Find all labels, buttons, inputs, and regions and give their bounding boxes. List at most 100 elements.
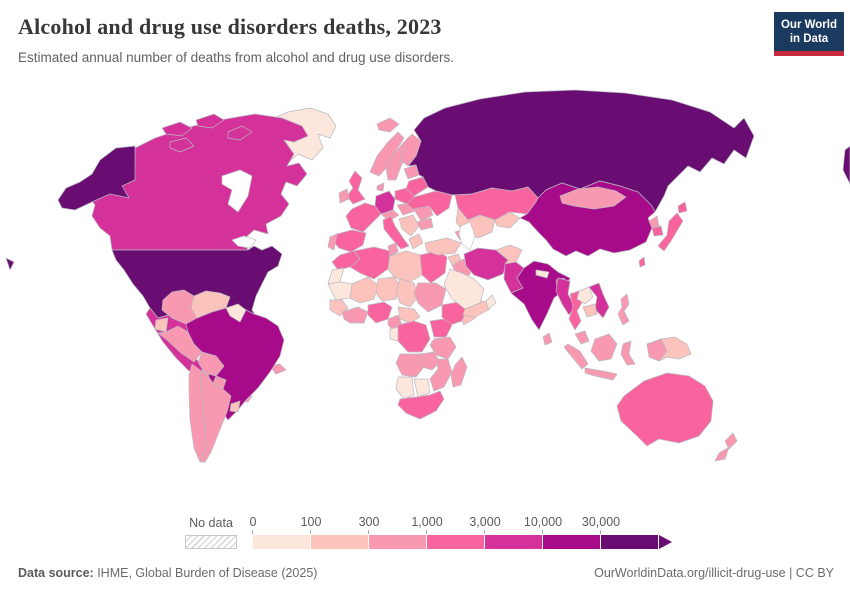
legend-no-data-swatch[interactable]: No data — [185, 516, 237, 549]
country-russia-wrap[interactable] — [842, 145, 850, 185]
country-iran[interactable] — [463, 247, 509, 281]
country-norway[interactable] — [369, 131, 405, 177]
country-south-africa[interactable] — [397, 390, 445, 420]
country-canada-arctic-island[interactable] — [169, 137, 195, 153]
country-egypt[interactable] — [419, 250, 448, 284]
country-greece[interactable] — [408, 233, 424, 250]
country-usa-alaska[interactable] — [57, 145, 136, 211]
great-lakes — [231, 235, 257, 249]
country-finland[interactable] — [399, 133, 422, 167]
country-mali[interactable] — [349, 276, 379, 304]
legend-segment[interactable]: 3,000 — [469, 515, 543, 549]
country-turkey[interactable] — [424, 237, 462, 256]
country-niger[interactable] — [375, 276, 401, 302]
country-hispaniola[interactable] — [269, 363, 287, 375]
country-canada-arctic-island[interactable] — [161, 121, 193, 137]
country-tunisia[interactable] — [387, 242, 399, 257]
legend-tick-label: 0 — [249, 515, 257, 529]
country-canada-arctic-island[interactable] — [227, 125, 253, 141]
country-new-zealand-north[interactable] — [724, 432, 738, 450]
legend-segment[interactable]: 0 — [250, 515, 311, 549]
legend-segment[interactable]: 10,000 — [524, 515, 601, 549]
country-portugal[interactable] — [327, 233, 338, 251]
country-chad[interactable] — [395, 278, 419, 308]
legend-tick-label: 3,000 — [469, 515, 501, 529]
country-mauritania[interactable] — [327, 281, 353, 301]
legend-tick-label: 30,000 — [581, 515, 621, 529]
country-sudan[interactable] — [413, 282, 447, 313]
legend-segment[interactable]: 300 — [359, 515, 427, 549]
country-malaysia[interactable] — [574, 330, 590, 345]
country-balkans[interactable] — [398, 214, 420, 237]
country-ivory-coast-ghana[interactable] — [341, 306, 369, 324]
country-libya[interactable] — [387, 250, 423, 284]
country-indonesia-java[interactable] — [584, 367, 618, 381]
chart-header: Alcohol and drug use disorders deaths, 2… — [18, 14, 755, 65]
country-bulgaria[interactable] — [416, 217, 434, 231]
country-baltics[interactable] — [403, 164, 420, 180]
legend-tick-label: 100 — [300, 515, 322, 529]
legend-tick-label: 1,000 — [411, 515, 443, 529]
country-dr-congo[interactable] — [397, 320, 431, 353]
country-peru[interactable] — [157, 325, 203, 363]
country-algeria[interactable] — [349, 246, 391, 280]
country-namibia[interactable] — [395, 376, 415, 400]
country-denmark[interactable] — [376, 182, 385, 192]
country-india[interactable] — [510, 260, 571, 331]
country-brazil[interactable] — [185, 307, 285, 421]
country-japan-hokkaido[interactable] — [677, 201, 688, 214]
country-italy[interactable] — [382, 215, 410, 250]
country-france[interactable] — [345, 202, 382, 233]
legend-no-data-label: No data — [189, 516, 233, 530]
legend-segment[interactable]: 30,000 — [582, 515, 659, 549]
country-uk[interactable] — [346, 170, 366, 205]
country-uruguay[interactable] — [229, 400, 241, 413]
chart-footer: Data source: IHME, Global Burden of Dise… — [18, 566, 834, 580]
country-usa-hawaii[interactable] — [5, 257, 15, 271]
country-canada-arctic-island[interactable] — [195, 113, 225, 129]
country-australia[interactable] — [616, 372, 714, 447]
country-kenya-uganda[interactable] — [429, 318, 453, 338]
country-north-korea[interactable] — [648, 215, 660, 229]
country-belarus[interactable] — [405, 176, 429, 197]
data-source-text: IHME, Global Burden of Disease (2025) — [93, 566, 318, 580]
country-philippines[interactable] — [617, 293, 630, 326]
country-angola[interactable] — [395, 353, 425, 378]
owid-logo[interactable]: Our World in Data — [774, 12, 844, 56]
country-mongolia[interactable] — [559, 186, 627, 210]
legend-segment[interactable]: 100 — [301, 515, 369, 549]
country-japan[interactable] — [657, 212, 684, 252]
country-yemen[interactable] — [462, 300, 491, 318]
country-new-zealand-south[interactable] — [714, 446, 730, 462]
country-cambodia[interactable] — [582, 303, 598, 318]
country-madagascar[interactable] — [450, 356, 468, 388]
country-vietnam[interactable] — [588, 282, 610, 319]
country-south-korea[interactable] — [651, 225, 664, 237]
country-indonesia-borneo[interactable] — [590, 333, 618, 362]
country-sri-lanka[interactable] — [542, 332, 553, 346]
owid-url-license[interactable]: OurWorldinData.org/illicit-drug-use | CC… — [594, 566, 834, 580]
country-ireland[interactable] — [338, 188, 350, 204]
country-oman[interactable] — [485, 294, 497, 310]
country-ukraine[interactable] — [406, 190, 453, 217]
country-kyrgyzstan-tajikistan[interactable] — [494, 211, 521, 229]
country-laos[interactable] — [576, 286, 594, 305]
country-botswana[interactable] — [413, 378, 431, 398]
country-papua-new-guinea[interactable] — [658, 336, 692, 362]
country-nepal[interactable] — [535, 269, 550, 279]
country-taiwan[interactable] — [638, 256, 646, 268]
country-indonesia-sulawesi[interactable] — [620, 340, 636, 366]
data-source-label: Data source: — [18, 566, 94, 580]
country-spain[interactable] — [332, 229, 367, 253]
country-iceland[interactable] — [376, 117, 400, 133]
country-zambia[interactable] — [419, 351, 441, 371]
country-congo-gabon[interactable] — [389, 326, 399, 342]
country-indonesia-sumatra[interactable] — [563, 343, 589, 370]
legend-segment[interactable]: 1,000 — [411, 515, 485, 549]
country-mozambique-zimbabwe[interactable] — [429, 358, 453, 392]
owid-logo-line1: Our World — [780, 19, 837, 31]
country-western-sahara[interactable] — [327, 267, 345, 285]
country-central-african-republic[interactable] — [397, 306, 421, 324]
country-argentina[interactable] — [199, 369, 232, 463]
